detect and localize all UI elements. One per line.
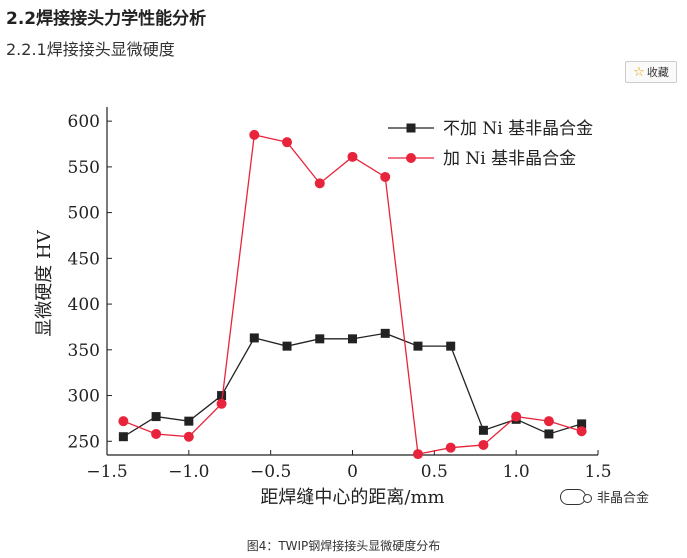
- data-point-circle: [576, 426, 587, 437]
- data-point-circle: [249, 129, 260, 140]
- x-tick-label: −1.0: [168, 462, 209, 482]
- data-point-circle: [183, 431, 194, 442]
- data-point-circle: [445, 442, 456, 453]
- data-point-square: [249, 333, 259, 343]
- y-tick-label: 500: [68, 204, 100, 224]
- y-tick-label: 350: [68, 341, 100, 361]
- y-tick-label: 550: [68, 158, 100, 178]
- wechat-icon: [560, 488, 592, 505]
- x-tick-label: 1.0: [503, 462, 530, 482]
- y-tick-label: 250: [68, 432, 100, 452]
- watermark: 非晶合金: [560, 487, 649, 506]
- data-point-circle: [511, 411, 522, 422]
- y-tick-label: 300: [68, 387, 100, 407]
- favorite-button[interactable]: ☆ 收藏: [625, 61, 677, 83]
- x-tick-label: 0: [347, 462, 358, 482]
- x-tick-label: −0.5: [250, 462, 291, 482]
- x-tick-label: 0.5: [421, 462, 448, 482]
- legend-marker-circle: [406, 153, 416, 163]
- data-point-circle: [151, 428, 162, 439]
- data-point-square: [348, 334, 357, 344]
- data-point-square: [446, 341, 456, 351]
- legend-marker-square: [406, 123, 416, 133]
- star-icon: ☆: [633, 64, 645, 80]
- x-tick-label: 1.5: [584, 462, 611, 482]
- series-line: [123, 134, 582, 455]
- data-point-circle: [478, 439, 489, 450]
- data-point-circle: [543, 416, 554, 427]
- data-point-square: [544, 429, 554, 439]
- data-point-circle: [412, 449, 423, 460]
- favorite-label: 收藏: [646, 66, 669, 79]
- y-axis-title: 显微硬度 HV: [34, 229, 55, 336]
- data-point-square: [118, 432, 128, 442]
- data-point-circle: [216, 398, 227, 409]
- data-point-circle: [380, 171, 391, 182]
- data-point-square: [282, 341, 292, 351]
- legend-label: 加 Ni 基非晶合金: [443, 149, 576, 169]
- data-point-square: [413, 341, 423, 351]
- legend-label: 不加 Ni 基非晶合金: [443, 119, 593, 139]
- data-point-circle: [282, 137, 293, 148]
- x-axis-title: 距焊缝中心的距离/mm: [260, 487, 444, 508]
- watermark-text: 非晶合金: [597, 491, 650, 506]
- data-point-square: [577, 419, 587, 429]
- data-point-square: [380, 328, 390, 338]
- y-tick-label: 450: [68, 249, 100, 269]
- data-point-square: [151, 412, 161, 422]
- hardness-chart: 250 300 350 400 450 500 550 600 −1.5 −1.0 −0.5 0 0.5…: [34, 107, 612, 508]
- subsection-heading: 2.2.1焊接接头显微硬度: [6, 40, 175, 59]
- x-tick-label: −1.5: [86, 462, 127, 482]
- data-point-circle: [314, 178, 325, 189]
- data-point-square: [315, 334, 325, 344]
- data-point-square: [184, 416, 194, 426]
- y-tick-label: 600: [68, 112, 100, 132]
- figure-caption: 图4：TWIP钢焊接接头显微硬度分布: [246, 539, 441, 553]
- y-tick-label: 400: [68, 295, 100, 315]
- section-heading: 2.2焊接接头力学性能分析: [6, 9, 207, 29]
- data-point-circle: [118, 416, 129, 427]
- data-point-circle: [347, 151, 358, 162]
- data-point-square: [217, 391, 227, 401]
- data-point-square: [478, 425, 488, 435]
